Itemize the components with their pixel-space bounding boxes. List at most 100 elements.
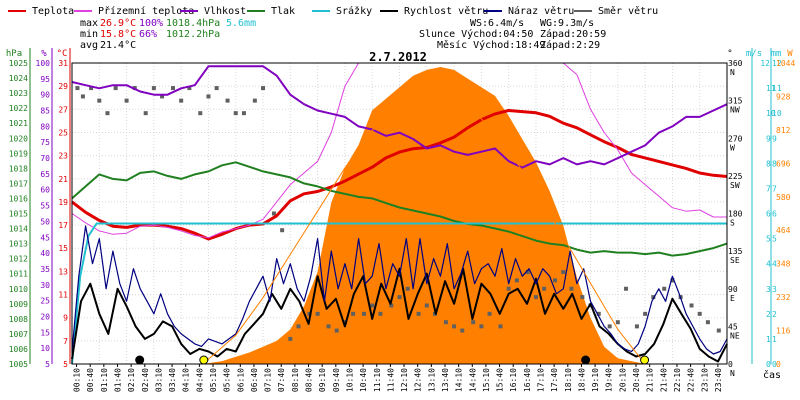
axis-tick-label: 225	[728, 172, 743, 181]
wind-direction-point	[105, 111, 110, 116]
wind-direction-point	[424, 303, 429, 308]
stat-max-hum: 100%	[139, 18, 163, 29]
wind-direction-point	[471, 320, 476, 325]
moonset-marker	[135, 355, 145, 365]
x-tick-label: 12:10	[400, 368, 409, 392]
x-tick-label: 22:10	[673, 368, 682, 392]
axis-tick-label: 6	[772, 210, 777, 219]
direction-label: N	[730, 68, 735, 77]
axis-tick-label: 10	[40, 344, 50, 353]
wind-direction-point	[670, 278, 675, 283]
axis-tick-label: 5	[772, 235, 777, 244]
axis-tick-label: 2	[766, 310, 771, 319]
wind-direction-point	[170, 86, 175, 91]
axis-tick-label: 0	[766, 360, 771, 369]
axis-tick-label: 348	[776, 260, 791, 269]
wind-direction-point	[533, 295, 538, 300]
wind-direction-point	[479, 324, 484, 329]
x-tick-label: 21:10	[646, 368, 655, 392]
wind-direction-point	[151, 86, 156, 91]
wind-direction-point	[705, 320, 710, 325]
axis-tick-label: 15	[58, 244, 68, 253]
stat-max-rain: 5.6mm	[226, 18, 256, 29]
axis-tick-label: 21	[58, 175, 68, 184]
axis-tick-label: 30	[40, 281, 50, 290]
axis-tick-label: 180	[728, 210, 743, 219]
axis-tick-label: 1011	[9, 270, 28, 279]
axis-tick-label: 12	[760, 59, 770, 68]
info-ws: WS:6.4m/s	[470, 18, 524, 29]
x-tick-label: 23:40	[714, 368, 723, 392]
chart-title: 2.7.2012	[369, 50, 427, 64]
x-tick-label: 10:40	[359, 368, 368, 392]
axis-tick-label: 1019	[9, 149, 28, 158]
x-tick-label: 00:10	[73, 368, 82, 392]
axis-tick-label: 0	[772, 360, 777, 369]
axis-tick-label: 1010	[9, 285, 28, 294]
direction-label: S	[730, 219, 735, 228]
axis-tick-label: 45	[40, 233, 50, 242]
stat-min-label: min	[80, 29, 98, 40]
info-sun-set: Západ:20:59	[540, 28, 606, 40]
wind-direction-point	[506, 286, 511, 291]
axis-tick-label: 19	[58, 198, 68, 207]
axis-tick-label: 1016	[9, 194, 28, 203]
x-tick-label: 14:10	[455, 368, 464, 392]
x-tick-label: 02:10	[127, 368, 136, 392]
wind-direction-point	[662, 286, 667, 291]
axis-tick-label: 8	[772, 159, 777, 168]
wind-direction-point	[542, 286, 547, 291]
wind-direction-point	[498, 324, 503, 329]
stat-max-temp: 26.9°C	[100, 18, 136, 29]
axis-tick-label: 25	[40, 297, 50, 306]
wind-direction-point	[569, 286, 574, 291]
stat-max-press: 1018.4hPa	[166, 18, 220, 29]
axis-tick-label: 5	[766, 235, 771, 244]
info-block: WS:6.4m/s WG:9.3m/s Slunce Východ:04:50 …	[419, 18, 606, 51]
series-line	[71, 161, 728, 257]
sunrise-marker	[199, 355, 209, 365]
axis-unit: m/s	[746, 49, 762, 59]
wind-direction-point	[596, 311, 601, 316]
x-tick-label: 03:10	[154, 368, 163, 392]
wind-direction-point	[334, 328, 339, 333]
legend-label: Směr větru	[598, 5, 658, 17]
stats-block: max 26.9°C 100% 1018.4hPa 5.6mm min 15.8…	[80, 18, 256, 51]
stat-min-press: 1012.2hPa	[166, 29, 220, 40]
axis-tick-label: 696	[776, 159, 791, 168]
axis-tick-label: 11	[58, 291, 68, 300]
x-tick-label: 06:40	[250, 368, 259, 392]
axis-tick-label: 20	[40, 312, 50, 321]
x-tick-label: 02:40	[141, 368, 150, 392]
axis-tick-label: 1006	[9, 345, 28, 354]
wind-direction-point	[97, 98, 102, 103]
stat-min-hum: 66%	[139, 29, 157, 40]
wind-direction-point	[452, 324, 457, 329]
axis-tick-label: 90	[728, 285, 738, 294]
axis-tick-label: 85	[40, 107, 50, 116]
axis-tick-label: 50	[40, 217, 50, 226]
axis-tick-label: 13	[58, 267, 68, 276]
moonrise-marker	[581, 355, 591, 365]
axis-tick-label: 9	[63, 314, 68, 323]
wind-direction-point	[643, 311, 648, 316]
wind-direction-point	[716, 328, 721, 333]
wind-direction-point	[460, 328, 465, 333]
axis-tick-label: 315	[728, 97, 743, 106]
axis-tick-label: 80	[40, 122, 50, 131]
x-tick-label: 13:10	[427, 368, 436, 392]
info-moon-rise: Měsíc Východ:18:49	[437, 39, 545, 51]
legend-label: Vlhkost	[204, 6, 246, 17]
direction-label: E	[730, 294, 735, 303]
x-tick-label: 22:40	[687, 368, 696, 392]
axis-tick-label: 35	[40, 265, 50, 274]
x-tick-label: 14:40	[468, 368, 477, 392]
wind-direction-point	[634, 324, 639, 329]
wind-direction-point	[225, 98, 230, 103]
axis-tick-label: 1	[772, 335, 777, 344]
axis-tick-label: 580	[776, 193, 791, 202]
x-tick-label: 01:10	[100, 368, 109, 392]
x-tick-label: 16:40	[523, 368, 532, 392]
wind-direction-point	[326, 324, 331, 329]
axis-tick-label: 1021	[9, 119, 28, 128]
